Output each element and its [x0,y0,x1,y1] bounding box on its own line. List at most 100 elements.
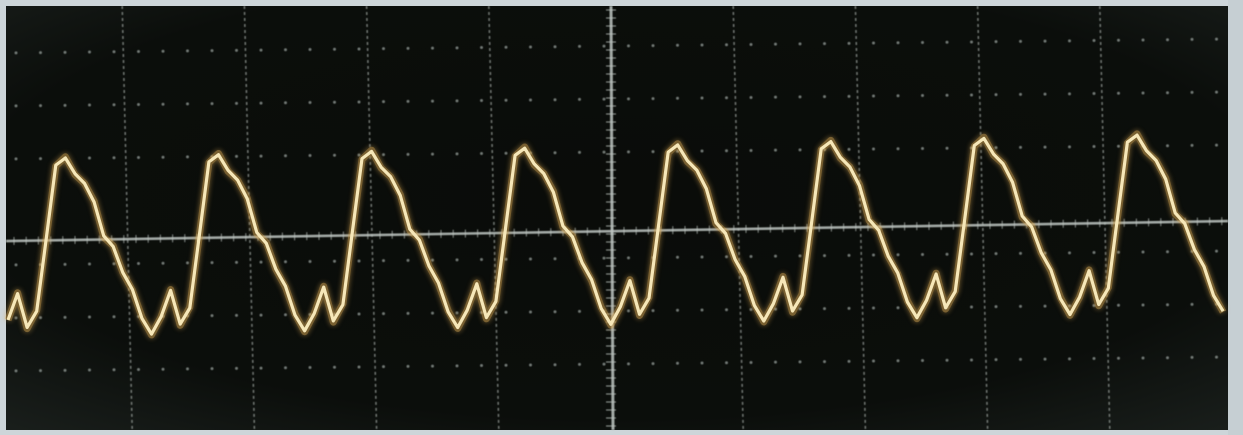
grid-dot [88,50,91,54]
grid-dot [210,314,214,318]
grid-dot [627,150,630,154]
grid-dot [259,48,263,52]
grid-dot [284,366,287,370]
grid-dot [1215,249,1218,253]
grid-dot [455,258,459,262]
grid-dot [1019,145,1022,149]
grid-dot [1190,355,1194,359]
grid-dot [676,96,679,100]
grid-dot [798,307,802,311]
grid-dot [112,262,116,266]
grid-dot [333,365,336,369]
grid-dot [112,103,116,107]
grid-dot [553,98,557,102]
grid-dot [970,40,973,44]
grid-dot [1019,39,1022,43]
grid-dot [504,45,508,49]
grid-dot [1019,92,1022,96]
grid-dot [284,101,287,105]
grid-dot [994,305,998,309]
grid-dot [970,305,973,309]
grid-dot [382,100,385,104]
grid-dot [1190,143,1194,147]
grid-dot [529,98,532,102]
grid-dot [896,253,900,257]
grid-dot [455,99,459,103]
grid-dot [161,49,165,53]
grid-dot [63,315,67,319]
grid-dot [945,40,949,44]
grid-dot [161,367,165,371]
grid-dot [455,311,459,315]
grid-dot [1117,38,1120,42]
screen-area [6,6,1232,430]
grid-line-vertical [854,5,867,431]
graticule [5,5,1229,431]
grid-dot [872,306,875,310]
grid-dot [14,157,18,161]
grid-dot [357,259,361,263]
grid-dot [1166,91,1169,95]
grid-dot [39,316,42,320]
grid-dot [235,101,238,105]
grid-dot [39,104,42,108]
grid-dot [553,363,557,367]
grid-line-vertical [732,5,744,431]
grid-dot [872,359,875,363]
grid-dot [357,153,361,157]
grid-dot [431,311,434,315]
grid-dot [1215,355,1218,359]
grid-dot [798,95,802,99]
grid-dot [847,306,851,310]
grid-dot [847,253,851,257]
grid-dot [504,257,508,261]
grid-dot [749,360,753,364]
grid-dot [676,255,679,259]
grid-dot [1141,250,1145,254]
grid-dot [235,154,238,158]
grid-dot [1141,38,1145,42]
grid-dot [529,363,532,367]
grid-dot [431,258,434,262]
grid-dot [602,150,606,154]
grid-dot [798,148,802,152]
grid-dot [1141,91,1145,95]
grid-dot [357,47,361,51]
grid-dot [39,157,42,161]
grid-dot [431,99,434,103]
grid-dot [896,147,900,151]
grid-dot [1092,251,1096,255]
grid-dot [847,41,851,45]
grid-dot [970,93,973,97]
grid-dot [308,366,312,370]
grid-dot [749,95,753,99]
grid-dot [970,252,973,256]
grid-dot [627,97,630,101]
grid-dot [480,152,483,156]
grid-dot [1068,145,1071,149]
grid-dot [774,42,777,46]
grid-dot [455,152,459,156]
grid-dot [774,360,777,364]
grid-dot [137,102,140,106]
grid-dot [578,150,581,154]
grid-dot [210,261,214,265]
grid-dot [63,262,67,266]
grid-dot [333,47,336,51]
grid-dot [921,359,924,362]
grid-dot [210,49,214,53]
grid-dot [602,97,606,101]
grid-dot [406,311,410,315]
grid-dot [210,367,214,371]
grid-dot [945,93,949,97]
grid-dot [700,308,704,312]
grid-dot [700,96,704,100]
grid-dot [235,366,238,370]
grid-dot [235,313,238,317]
grid-dot [39,51,42,55]
grid-dot [112,315,116,319]
grid-dot [798,360,802,364]
grid-dot [1141,356,1145,360]
grid-dot [823,42,826,46]
